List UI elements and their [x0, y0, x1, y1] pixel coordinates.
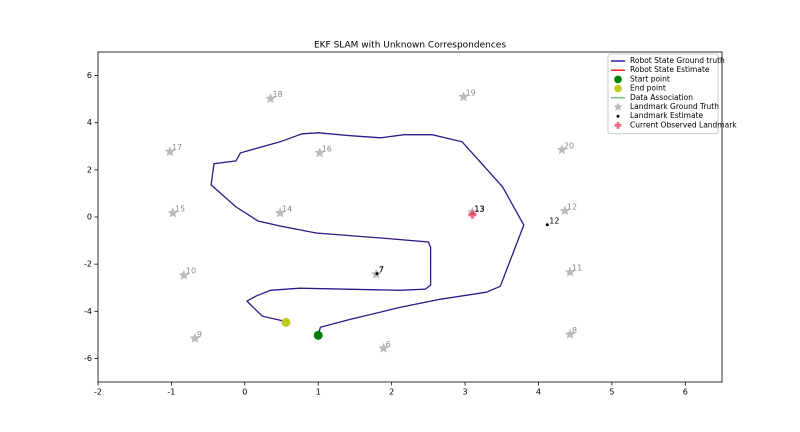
- y-tick-label: -2: [84, 260, 92, 269]
- legend-marker: [616, 114, 620, 118]
- x-tick-label: 6: [683, 388, 688, 397]
- landmark-star: [167, 207, 179, 218]
- legend-marker: [614, 122, 622, 129]
- landmark-star: [265, 93, 276, 104]
- legend-label: Start point: [630, 74, 670, 83]
- landmark-label: 6: [386, 340, 391, 349]
- legend-label: Landmark Estimate: [630, 111, 704, 120]
- legend-label: Current Observed Landmark: [630, 120, 737, 129]
- landmark-label: 7: [378, 266, 383, 275]
- x-tick-label: 0: [242, 388, 247, 397]
- landmark-label: 15: [175, 204, 185, 213]
- landmark-label: 20: [564, 141, 574, 150]
- x-tick-label: 2: [389, 388, 394, 397]
- legend-box: [607, 53, 719, 135]
- landmark-star: [564, 328, 576, 339]
- landmark-star: [458, 91, 469, 102]
- landmark-star: [178, 269, 190, 280]
- landmark-estimate: [375, 272, 379, 276]
- y-tick-label: 0: [87, 213, 92, 222]
- landmark-label: 12: [549, 216, 559, 225]
- landmark-star: [556, 144, 568, 155]
- point: [281, 317, 291, 327]
- observed-landmark: [468, 210, 477, 219]
- legend-label: Robot State Estimate: [630, 65, 710, 74]
- landmark-star: [559, 205, 571, 216]
- legend-marker: [614, 84, 622, 93]
- landmark-label: 16: [322, 144, 332, 153]
- legend-marker: [613, 102, 623, 111]
- landmark-label: 12: [567, 202, 577, 211]
- y-tick-label: 4: [87, 118, 92, 127]
- landmark-star: [164, 146, 176, 157]
- landmark-label: 13: [474, 204, 484, 213]
- legend-label: Data Association: [630, 93, 693, 102]
- landmark-estimate: [545, 223, 549, 227]
- x-tick-label: 1: [316, 388, 321, 397]
- x-tick-label: -2: [94, 388, 102, 397]
- landmark-label: 11: [572, 264, 582, 273]
- landmark-label: 9: [197, 330, 202, 339]
- point: [313, 330, 323, 340]
- landmark-star: [378, 342, 389, 353]
- landmark-star: [274, 207, 286, 218]
- y-tick-label: -6: [84, 354, 92, 363]
- x-tick-label: -1: [167, 388, 175, 397]
- landmark-label: 13: [474, 205, 484, 214]
- trajectory: [210, 132, 525, 336]
- landmark-label: 7: [379, 265, 384, 274]
- x-tick-label: 3: [463, 388, 468, 397]
- y-tick-label: 2: [87, 165, 92, 174]
- landmark-star: [189, 332, 201, 343]
- x-tick-label: 4: [536, 388, 541, 397]
- y-tick-label: 6: [87, 71, 92, 80]
- landmark-star: [314, 147, 325, 158]
- landmark-label: 18: [273, 90, 283, 99]
- landmark-label: 10: [186, 267, 196, 276]
- chart-title: EKF SLAM with Unknown Correspondences: [314, 41, 506, 51]
- legend-label: Landmark Ground Truth: [630, 102, 719, 111]
- landmark-star: [564, 266, 576, 277]
- y-tick-label: -4: [84, 307, 92, 316]
- landmark-label: 14: [282, 204, 292, 213]
- x-tick-label: 5: [609, 388, 614, 397]
- landmark-label: 17: [172, 143, 182, 152]
- legend-label: Robot State Ground truth: [630, 56, 725, 65]
- landmark-label: 19: [466, 88, 476, 97]
- legend-marker: [614, 75, 622, 84]
- landmark-label: 8: [572, 326, 577, 335]
- legend-label: End point: [630, 84, 666, 93]
